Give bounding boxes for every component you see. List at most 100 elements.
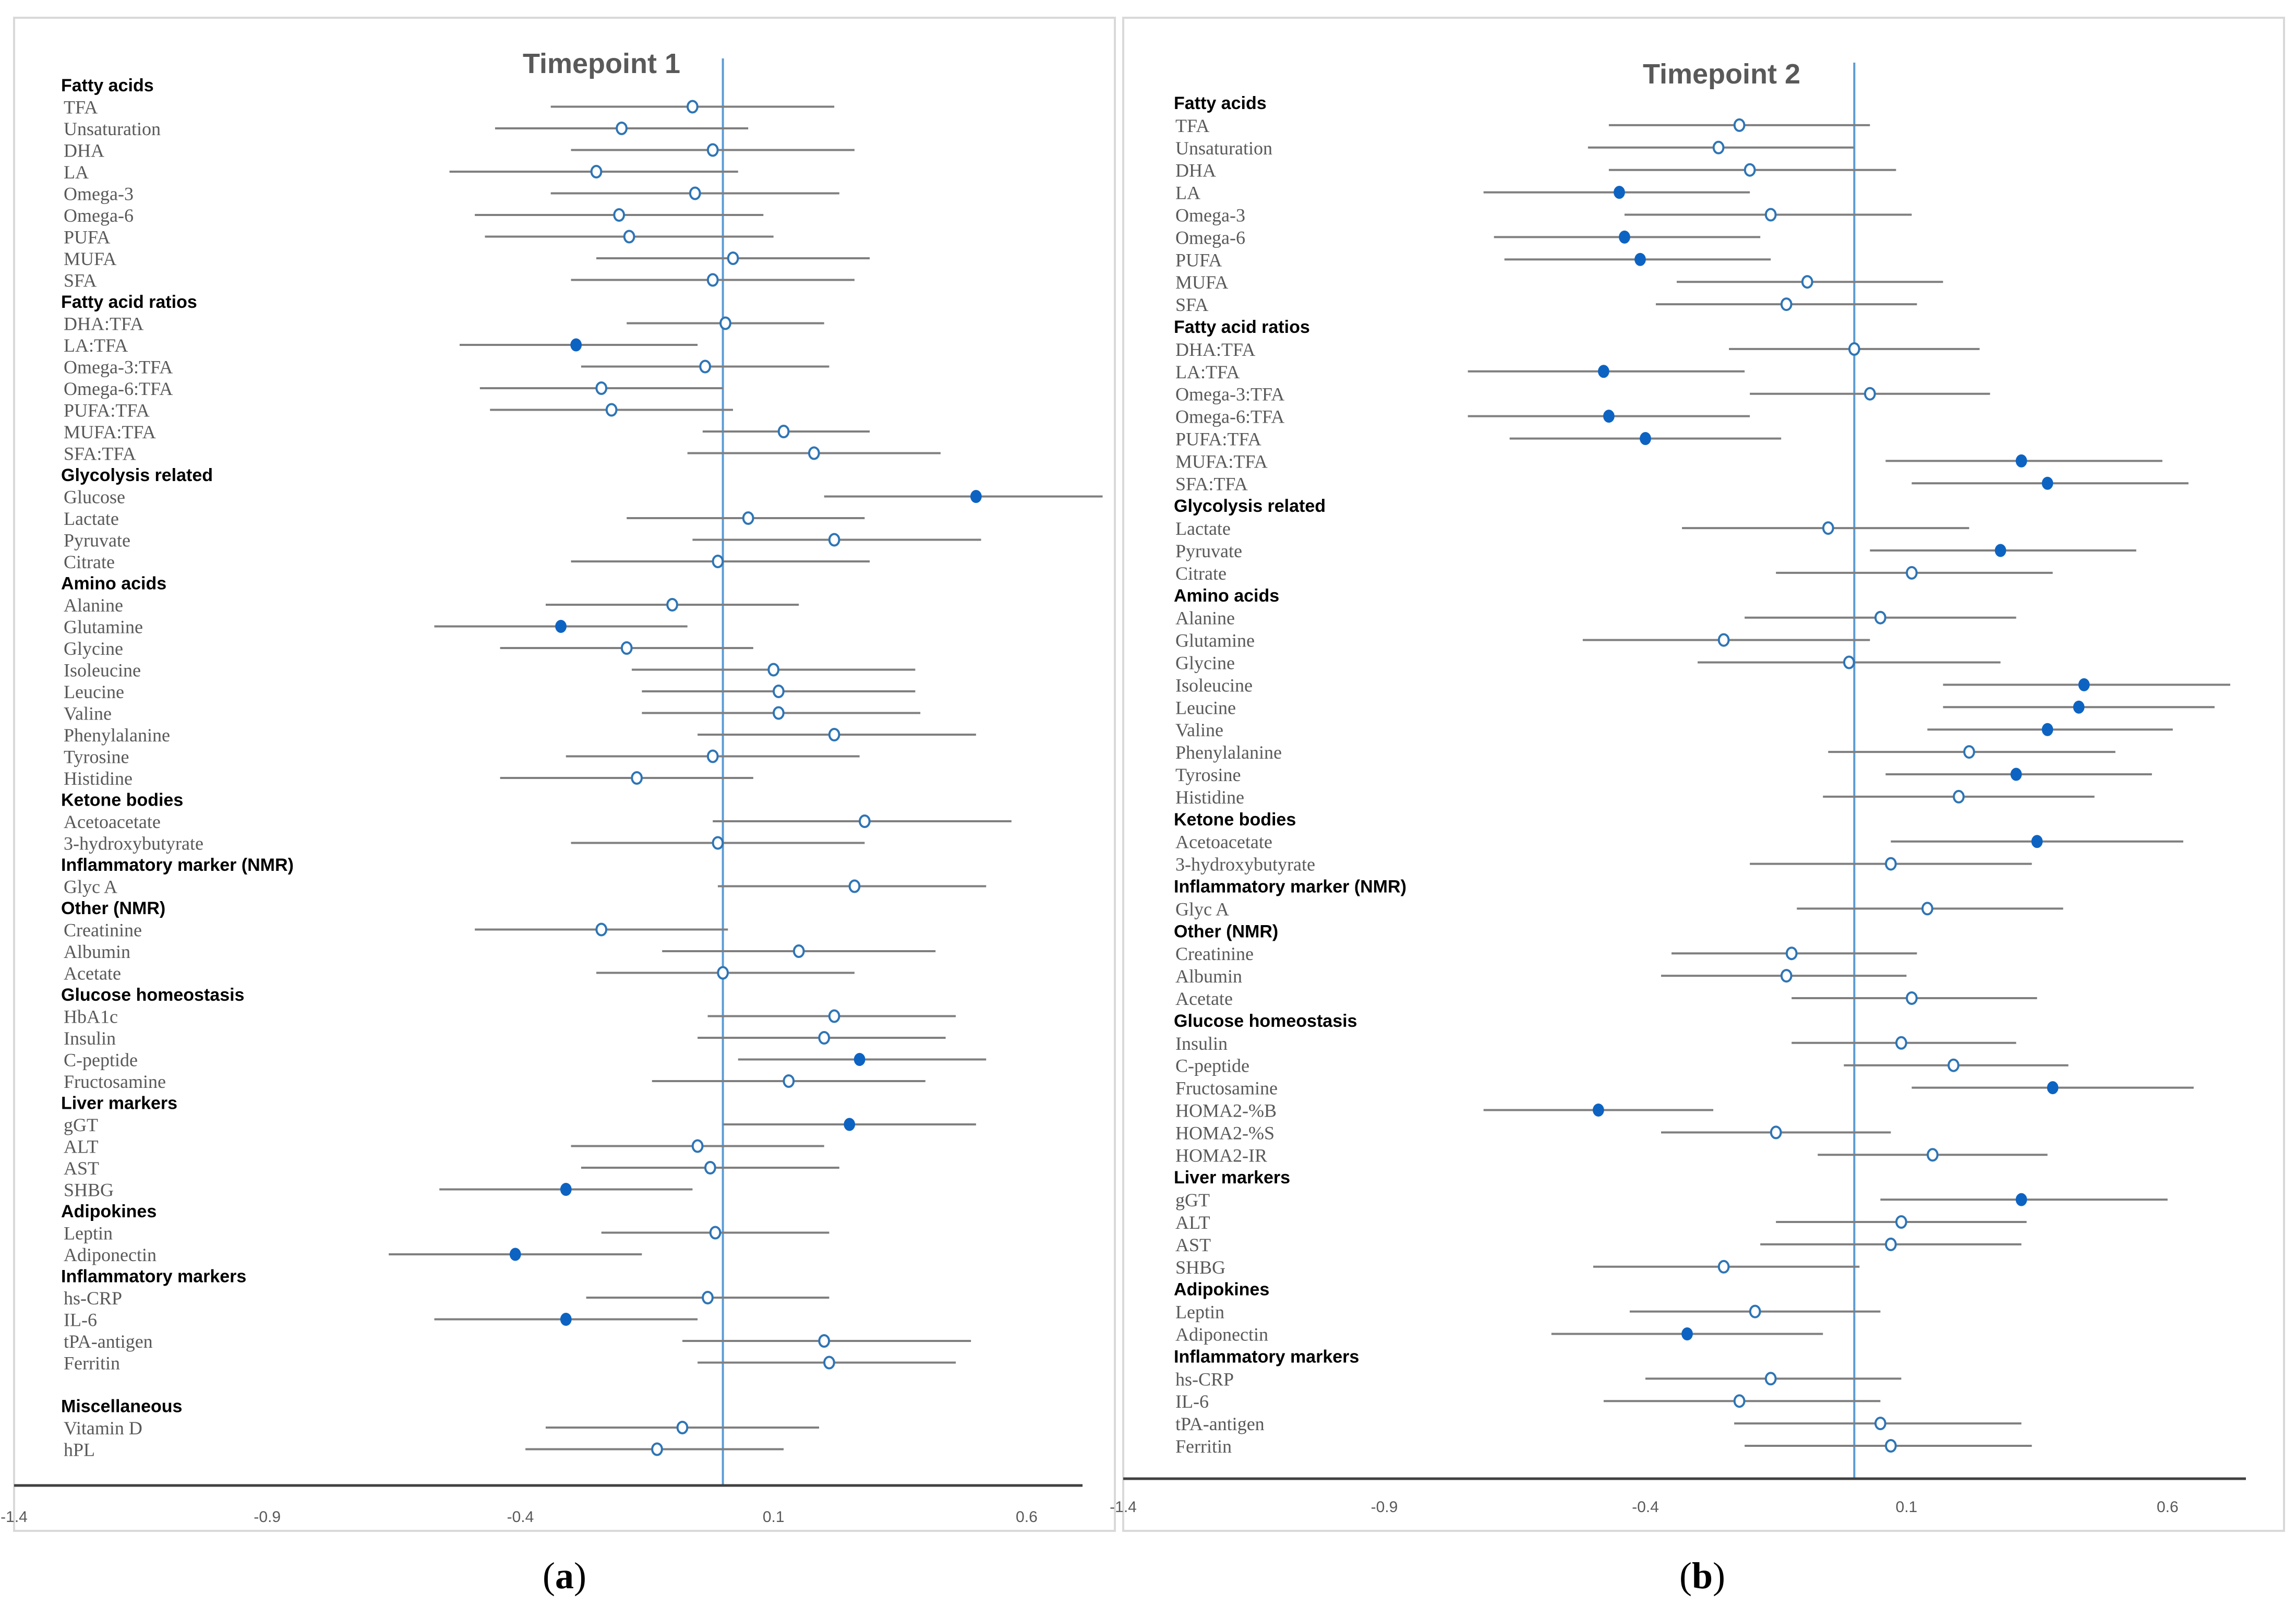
estimate-marker-leucine [773,685,785,698]
row-label-omega-3-tfa: Omega-3:TFA [64,357,173,378]
group-heading-inflammatory-markers: Inflammatory markers [61,1267,246,1287]
row-label-shbg: SHBG [64,1180,114,1201]
row-label-il-6: IL-6 [64,1310,97,1331]
group-heading-fatty-acids: Fatty acids [1174,93,1267,113]
row-label-tfa: TFA [64,97,98,118]
row-label-homa2-ir: HOMA2-IR [1175,1145,1267,1166]
group-heading-fatty-acids: Fatty acids [61,76,154,95]
row-label-tpa-antigen: tPA-antigen [64,1331,153,1352]
estimate-marker-valine [773,706,785,720]
estimate-marker-mufa-tfa [777,425,790,438]
row-label-leptin: Leptin [1175,1302,1224,1323]
row-label-creatinine: Creatinine [1175,943,1254,964]
estimate-marker-ggt [2015,1193,2027,1206]
row-label-dha: DHA [1175,160,1216,181]
estimate-marker-il-6 [1733,1394,1746,1408]
row-label-acetoacetate: Acetoacetate [64,811,161,832]
row-label-dha-tfa: DHA:TFA [1175,339,1255,360]
estimate-marker-3-hydroxybutyrate [712,836,724,850]
estimate-marker-acetate [717,966,729,980]
row-label-omega-3: Omega-3 [64,184,134,205]
group-heading-glycolysis-related: Glycolysis related [1174,496,1326,516]
row-label-pyruvate: Pyruvate [64,530,130,551]
estimate-marker-isoleucine [2078,678,2090,691]
row-label-mufa-tfa: MUFA:TFA [64,422,156,442]
x-tick-label: -0.9 [254,1508,281,1526]
estimate-marker-sfa-tfa [808,446,820,460]
estimate-marker-alt [691,1139,704,1153]
estimate-marker-glucose [970,490,982,503]
estimate-marker-3-hydroxybutyrate [1885,857,1897,871]
row-label-fructosamine: Fructosamine [64,1071,166,1092]
row-label-ggt: gGT [1175,1190,1210,1211]
row-label-omega-3-tfa: Omega-3:TFA [1175,384,1284,405]
estimate-marker-sfa [706,273,719,287]
group-heading-glycolysis-related: Glycolysis related [61,465,213,485]
row-label-tyrosine: Tyrosine [64,747,129,768]
group-heading-other-nmr: Other (NMR) [61,898,165,918]
row-label-phenylalanine: Phenylalanine [64,725,170,746]
estimate-marker-lactate [1822,521,1834,535]
row-label-leptin: Leptin [64,1223,113,1244]
estimate-marker-leptin [1749,1304,1761,1319]
estimate-marker-pyruvate [1994,544,2006,557]
row-label-glutamine: Glutamine [64,617,143,638]
x-tick-label: -1.4 [1,1508,28,1526]
row-label-omega-6: Omega-6 [64,205,134,226]
row-label-sfa-tfa: SFA:TFA [1175,473,1248,494]
x-tick-label: 0.1 [1896,1499,1918,1516]
estimate-marker-glycine [620,641,633,655]
row-label-hba1c: HbA1c [64,1006,118,1027]
estimate-marker-tfa [1733,118,1746,132]
row-label-histidine: Histidine [64,768,133,789]
estimate-marker-mufa [727,251,739,265]
estimate-marker-valine [2041,723,2053,736]
row-label-pufa: PUFA [1175,249,1222,270]
estimate-marker-adiponectin [509,1248,521,1261]
estimate-marker-phenylalanine [1963,745,1975,759]
estimate-marker-tyrosine [706,749,719,763]
estimate-marker-creatinine [595,922,608,937]
row-label-acetate: Acetate [1175,988,1233,1009]
estimate-marker-hs-crp [702,1291,714,1304]
estimate-marker-dha [706,143,719,157]
estimate-marker-omega-3-tfa [699,359,712,374]
row-label-alt: ALT [1175,1212,1210,1233]
x-tick-label: -0.4 [507,1508,534,1526]
group-heading-fatty-acid-ratios: Fatty acid ratios [61,292,197,312]
row-label-3-hydroxybutyrate: 3-hydroxybutyrate [1175,854,1315,875]
panel-b-rows: Fatty acidsTFAUnsaturationDHALAOmega-3Om… [1174,63,2230,1479]
estimate-marker-la [590,165,603,178]
estimate-marker-omega-3 [1764,208,1777,222]
row-label-omega-3: Omega-3 [1175,205,1245,226]
row-label-acetate: Acetate [64,963,121,984]
row-label-phenylalanine: Phenylalanine [1175,742,1282,763]
panel-b: Timepoint 2 Fatty acidsTFAUnsaturationDH… [1110,17,2285,1597]
estimate-marker-tpa-antigen [818,1334,831,1348]
estimate-marker-c-peptide [1948,1058,1960,1072]
estimate-marker-omega-6-tfa [1603,410,1615,423]
row-label-alanine: Alanine [64,595,123,616]
row-label-glutamine: Glutamine [1175,630,1255,651]
row-label-albumin: Albumin [64,941,130,962]
estimate-marker-la-tfa [1598,365,1609,378]
row-label-insulin: Insulin [1175,1033,1228,1054]
row-label-tpa-antigen: tPA-antigen [1175,1413,1265,1434]
estimate-marker-hs-crp [1764,1372,1777,1386]
row-label-c-peptide: C-peptide [64,1050,138,1071]
estimate-marker-tyrosine [2010,768,2022,781]
panel-b-title: Timepoint 2 [1643,58,1800,90]
row-label-lactate: Lactate [64,508,119,529]
row-label-fructosamine: Fructosamine [1175,1078,1278,1099]
panel-b-label: b [1692,1555,1713,1597]
estimate-marker-mufa [1801,275,1813,289]
group-heading-adipokines: Adipokines [1174,1280,1269,1300]
estimate-marker-ferritin [823,1356,835,1370]
panel-b-ticks: -1.4 -0.9 -0.4 0.1 0.6 [1110,1499,2179,1516]
row-label-leucine: Leucine [64,681,124,702]
row-label-creatinine: Creatinine [64,920,142,941]
estimate-marker-albumin [1780,969,1793,983]
estimate-marker-dha-tfa [1848,342,1860,356]
group-heading-fatty-acid-ratios: Fatty acid ratios [1174,317,1310,337]
